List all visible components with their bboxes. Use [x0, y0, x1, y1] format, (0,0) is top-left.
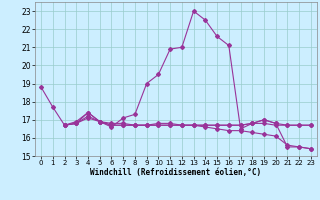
X-axis label: Windchill (Refroidissement éolien,°C): Windchill (Refroidissement éolien,°C) — [91, 168, 261, 177]
